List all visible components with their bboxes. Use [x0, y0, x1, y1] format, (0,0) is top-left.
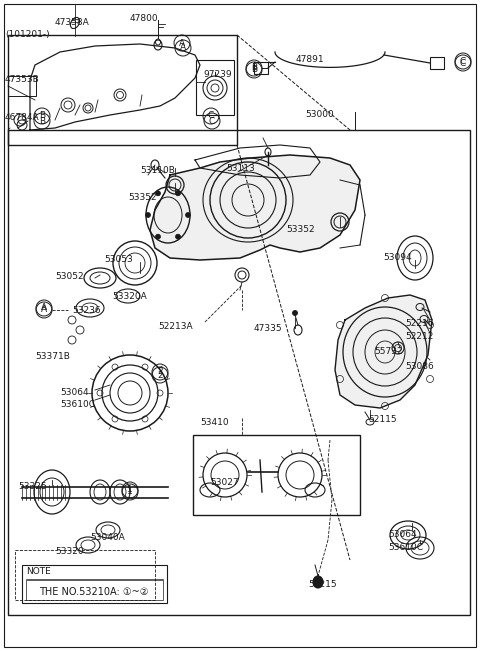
- Bar: [22, 565, 167, 603]
- Text: A: A: [180, 44, 186, 53]
- Text: 53610C: 53610C: [60, 400, 95, 409]
- Circle shape: [292, 311, 298, 316]
- Text: 53094: 53094: [383, 253, 412, 262]
- Bar: [26, 580, 163, 600]
- Text: 52115: 52115: [368, 415, 396, 424]
- Bar: [8, 35, 237, 145]
- Text: B: B: [39, 111, 45, 120]
- Text: 47353B: 47353B: [5, 75, 40, 84]
- Bar: [8, 130, 470, 615]
- Text: A: A: [179, 38, 185, 48]
- Text: 53320A: 53320A: [112, 292, 147, 301]
- Text: 53053: 53053: [104, 255, 133, 264]
- Text: 47800: 47800: [130, 14, 158, 23]
- Text: C: C: [208, 111, 214, 120]
- Text: 53027: 53027: [210, 478, 239, 487]
- Text: 53352: 53352: [286, 225, 314, 234]
- Polygon shape: [335, 295, 432, 408]
- Text: 53113: 53113: [226, 164, 255, 173]
- Text: 53064: 53064: [60, 388, 89, 397]
- Text: 47335: 47335: [254, 324, 283, 333]
- Text: 53110B: 53110B: [140, 166, 175, 175]
- Text: 2: 2: [157, 368, 163, 376]
- Text: A: A: [41, 303, 47, 312]
- Text: 97239: 97239: [203, 70, 232, 79]
- Text: NOTE: NOTE: [26, 567, 51, 576]
- Text: 46784A: 46784A: [5, 113, 40, 122]
- Text: 52216: 52216: [405, 319, 433, 328]
- Text: 53086: 53086: [405, 362, 434, 371]
- Text: 2: 2: [157, 370, 163, 380]
- Text: 47358A: 47358A: [55, 18, 90, 27]
- Text: B: B: [39, 117, 45, 126]
- Bar: [254, 62, 268, 74]
- Text: A: A: [41, 305, 47, 314]
- Text: (101201-): (101201-): [5, 30, 49, 39]
- Circle shape: [176, 234, 180, 239]
- Text: 53040A: 53040A: [90, 533, 125, 542]
- Polygon shape: [150, 155, 360, 260]
- Bar: [430, 57, 444, 69]
- Circle shape: [145, 212, 151, 217]
- Text: 53000: 53000: [305, 110, 334, 119]
- Text: 1: 1: [127, 488, 133, 497]
- Circle shape: [156, 234, 160, 239]
- Text: B: B: [251, 66, 257, 74]
- Bar: [8, 76, 36, 96]
- Text: 53236: 53236: [72, 306, 101, 315]
- Text: 1: 1: [127, 486, 133, 495]
- Circle shape: [185, 212, 191, 217]
- Text: 53064: 53064: [388, 530, 417, 539]
- Bar: [193, 435, 360, 515]
- Text: 53215: 53215: [308, 580, 336, 589]
- Text: 53610C: 53610C: [388, 543, 423, 552]
- Text: 53325: 53325: [18, 482, 47, 491]
- Text: 53320: 53320: [55, 547, 84, 556]
- Text: C: C: [209, 117, 215, 126]
- Text: 52212: 52212: [405, 332, 433, 341]
- Text: 53371B: 53371B: [35, 352, 70, 361]
- Bar: [196, 60, 234, 115]
- Bar: [15, 550, 155, 600]
- Text: 55732: 55732: [374, 347, 403, 356]
- Circle shape: [156, 191, 160, 196]
- Text: C: C: [460, 57, 466, 66]
- Text: 53352: 53352: [128, 193, 156, 202]
- Circle shape: [176, 191, 180, 196]
- Text: 47891: 47891: [296, 55, 324, 64]
- Text: 53410: 53410: [200, 418, 228, 427]
- Text: 53052: 53052: [55, 272, 84, 281]
- Text: B: B: [251, 64, 257, 72]
- Text: 52213A: 52213A: [158, 322, 192, 331]
- Ellipse shape: [313, 576, 323, 588]
- Text: C: C: [460, 59, 466, 68]
- Text: THE NO.53210A: ①~②: THE NO.53210A: ①~②: [39, 587, 149, 597]
